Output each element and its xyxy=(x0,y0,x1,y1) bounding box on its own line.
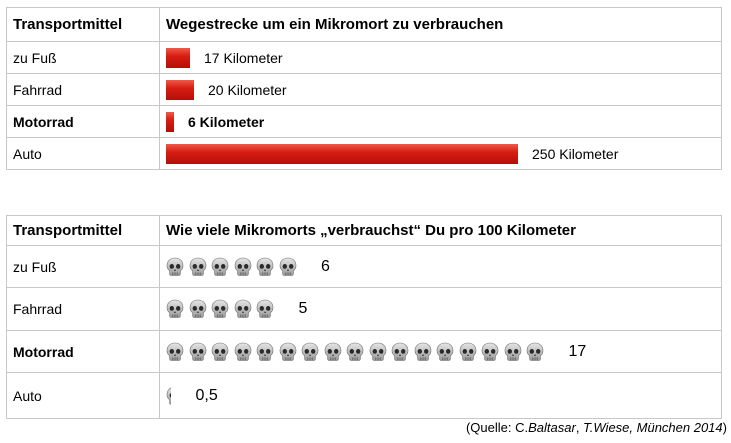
table-row: Auto 0,5 xyxy=(6,372,722,419)
bar-label: 250 Kilometer xyxy=(532,145,619,162)
source-author2: T.Wiese, München 2014 xyxy=(583,420,723,435)
skull-icon xyxy=(436,342,454,362)
skull-icon xyxy=(414,342,432,362)
distance-table-header: Transportmittel Wegestrecke um ein Mikro… xyxy=(6,7,722,42)
skull-icon xyxy=(459,342,477,362)
skull-icon xyxy=(256,342,274,362)
row-label: Fahrrad xyxy=(6,287,160,331)
skull-icon xyxy=(234,257,252,277)
table-row: Auto 250 Kilometer xyxy=(6,137,722,170)
micromort-table-header: Transportmittel Wie viele Mikromorts „ve… xyxy=(6,215,722,246)
row-label: zu Fuß xyxy=(6,41,160,74)
count-label: 5 xyxy=(298,300,308,317)
source-sep: , xyxy=(575,420,584,435)
skull-icon xyxy=(211,257,229,277)
skull-icon xyxy=(256,257,274,277)
source-suffix: ) xyxy=(722,420,727,435)
count-label: 0,5 xyxy=(195,386,218,404)
source-prefix: (Quelle: C. xyxy=(465,420,529,435)
skull-icon xyxy=(279,257,297,277)
skull-icon xyxy=(189,342,207,362)
skull-group xyxy=(166,386,176,406)
skull-icon xyxy=(301,342,319,362)
skull-icon xyxy=(346,342,364,362)
skull-icon xyxy=(369,342,387,362)
skull-icon xyxy=(189,257,207,277)
row-label: Auto xyxy=(6,137,160,170)
skull-icon xyxy=(391,342,409,362)
table-row: Motorrad 6 Kilometer xyxy=(6,105,722,138)
skull-icon xyxy=(234,299,252,319)
header-distance: Wegestrecke um ein Mikromort zu verbrauc… xyxy=(159,7,722,42)
header-transport: Transportmittel xyxy=(6,7,160,42)
skull-icon xyxy=(189,299,207,319)
table-row: Motorrad 17 xyxy=(6,330,722,373)
skull-icon xyxy=(526,342,544,362)
table-row: zu Fuß 6 xyxy=(6,245,722,288)
count-label: 6 xyxy=(321,257,330,275)
bar xyxy=(166,143,518,164)
bar-label: 20 Kilometer xyxy=(208,81,287,98)
skull-icon xyxy=(481,342,499,362)
skull-icon xyxy=(211,342,229,362)
row-label: Fahrrad xyxy=(6,73,160,106)
bar xyxy=(166,79,194,100)
skull-icon xyxy=(166,342,184,362)
skull-icon xyxy=(256,299,274,319)
skull-group xyxy=(166,257,301,277)
skull-icon xyxy=(504,342,522,362)
header-micromorts: Wie viele Mikromorts „verbrauchst“ Du pr… xyxy=(159,215,722,246)
bar-label: 17 Kilometer xyxy=(204,49,283,66)
skull-icon xyxy=(324,342,342,362)
header-transport: Transportmittel xyxy=(6,215,160,246)
distance-table: Transportmittel Wegestrecke um ein Mikro… xyxy=(6,7,722,170)
skull-icon xyxy=(211,299,229,319)
bar xyxy=(166,111,174,132)
skull-icon xyxy=(234,342,252,362)
row-label: Motorrad xyxy=(6,330,160,373)
table-row: zu Fuß 17 Kilometer xyxy=(6,41,722,74)
skull-group xyxy=(166,299,279,319)
skull-icon xyxy=(279,342,297,362)
table-row: Fahrrad 5 xyxy=(6,287,722,331)
skull-icon xyxy=(166,386,171,406)
count-label: 17 xyxy=(568,342,587,360)
bar-label: 6 Kilometer xyxy=(188,113,265,130)
row-label: Auto xyxy=(6,372,160,419)
row-label: Motorrad xyxy=(6,105,160,138)
skull-group xyxy=(166,342,549,362)
bar xyxy=(166,47,190,68)
source-author1: Baltasar xyxy=(528,420,576,435)
skull-icon xyxy=(166,299,184,319)
row-label: zu Fuß xyxy=(6,245,160,288)
source-note: (Quelle: C.Baltasar, T.Wiese, München 20… xyxy=(466,420,727,435)
skull-icon xyxy=(166,257,184,277)
table-row: Fahrrad 20 Kilometer xyxy=(6,73,722,106)
micromort-table: Transportmittel Wie viele Mikromorts „ve… xyxy=(6,215,722,419)
